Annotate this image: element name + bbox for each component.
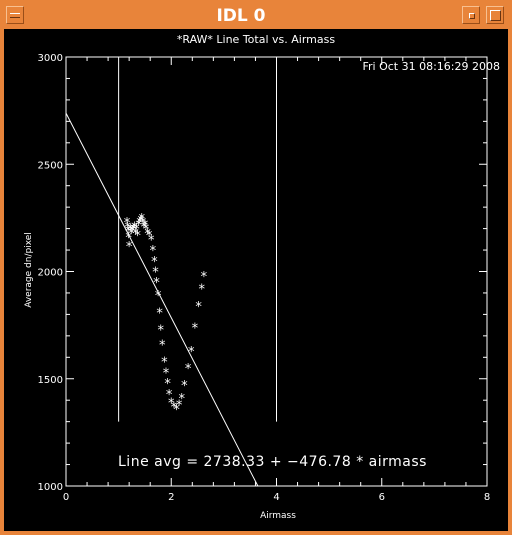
data-point: * — [188, 345, 195, 360]
x-tick-label: 4 — [273, 492, 279, 503]
data-point: * — [152, 266, 159, 281]
minimize-icon — [469, 13, 475, 19]
data-point: * — [125, 231, 132, 246]
y-tick-label: 2500 — [38, 160, 63, 171]
maximize-button[interactable] — [486, 6, 504, 24]
data-point: * — [131, 220, 138, 235]
data-point: * — [176, 398, 183, 413]
data-point: * — [171, 401, 178, 416]
chart-title: *RAW* Line Total vs. Airmass — [177, 33, 335, 46]
data-point: * — [143, 223, 150, 238]
data-point: * — [124, 216, 131, 231]
data-point: * — [124, 220, 131, 235]
data-point: * — [201, 270, 208, 285]
data-point: * — [146, 229, 153, 244]
data-point: * — [195, 300, 202, 315]
data-point: * — [137, 214, 144, 229]
y-tick-label: 1000 — [38, 482, 63, 493]
data-point: * — [185, 362, 192, 377]
data-point: * — [140, 216, 147, 231]
plot-axes: 0 2 4 6 8 1000 1500 2000 2500 3000 — [38, 53, 491, 503]
data-point: * — [173, 403, 180, 418]
data-point: * — [159, 338, 166, 353]
data-point: * — [161, 356, 168, 371]
data-point: * — [164, 377, 171, 392]
data-point: * — [144, 227, 151, 242]
y-tick-label: 3000 — [38, 53, 63, 64]
data-point: * — [166, 388, 173, 403]
data-point: * — [127, 223, 134, 238]
data-point: * — [163, 366, 170, 381]
scatter-chart: *RAW* Line Total vs. Airmass Fri Oct 31 … — [24, 33, 500, 521]
data-point: * — [148, 233, 155, 248]
x-tick-label: 8 — [484, 492, 490, 503]
fit-line — [65, 112, 259, 487]
maximize-icon — [490, 10, 501, 21]
data-point: * — [179, 392, 186, 407]
x-tick-label: 2 — [168, 492, 174, 503]
data-point: * — [153, 276, 160, 291]
x-tick-label: 6 — [379, 492, 385, 503]
data-point: * — [181, 379, 188, 394]
window-menu-button[interactable] — [6, 6, 24, 24]
minimize-button[interactable] — [462, 6, 480, 24]
data-point: * — [199, 283, 206, 298]
y-tick-label: 2000 — [38, 268, 63, 279]
x-tick-label: 0 — [63, 492, 69, 503]
data-point: * — [128, 227, 135, 242]
data-point: * — [157, 323, 164, 338]
data-point: * — [125, 225, 132, 240]
window-menu-icon — [10, 13, 20, 18]
data-point: * — [192, 321, 199, 336]
x-axis-label: Airmass — [260, 511, 296, 521]
plot-marks: ****************************************… — [65, 57, 277, 487]
data-point: * — [129, 225, 136, 240]
data-point: * — [133, 223, 140, 238]
title-bar[interactable]: IDL 0 — [4, 4, 508, 28]
y-tick-label: 1500 — [38, 375, 63, 386]
chart-timestamp: Fri Oct 31 08:16:29 2008 — [362, 60, 500, 73]
plot-canvas: *RAW* Line Total vs. Airmass Fri Oct 31 … — [4, 29, 508, 531]
data-point: * — [141, 220, 148, 235]
window-title: IDL 0 — [216, 6, 266, 26]
data-point: * — [126, 240, 133, 255]
data-point: * — [139, 212, 146, 227]
data-point: * — [136, 216, 143, 231]
data-point: * — [156, 306, 163, 321]
data-point: * — [134, 229, 141, 244]
data-point: * — [142, 218, 149, 233]
data-point: * — [130, 223, 137, 238]
data-point: * — [168, 396, 175, 411]
data-point: * — [132, 227, 139, 242]
data-point: * — [155, 289, 162, 304]
data-point: * — [150, 244, 157, 259]
data-point: * — [135, 218, 142, 233]
fit-annotation: Line avg = 2738.33 + −476.78 * airmass — [118, 454, 427, 470]
data-point: * — [151, 255, 158, 270]
y-axis-label: Average dn/pixel — [24, 232, 34, 308]
